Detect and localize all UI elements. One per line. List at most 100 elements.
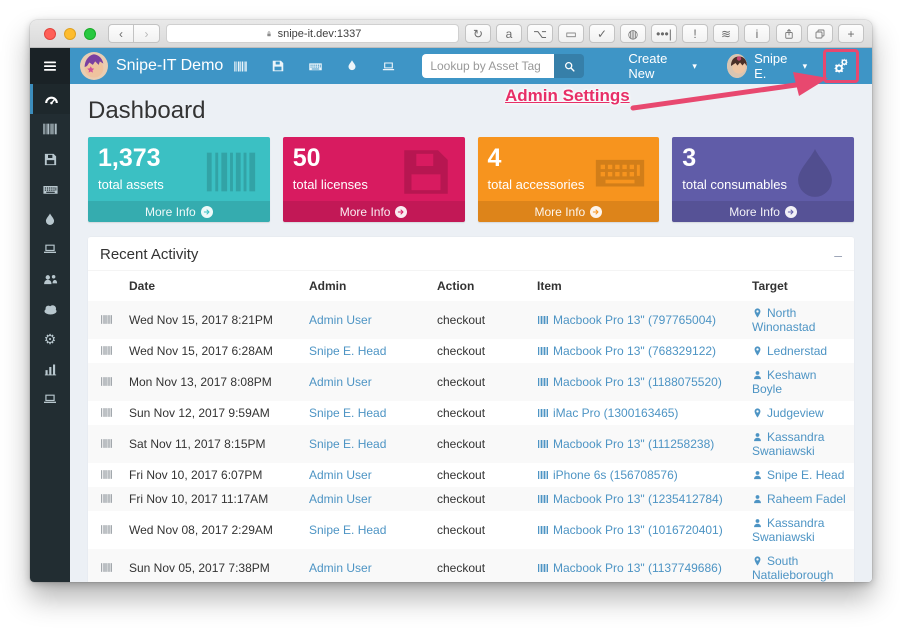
admin-link[interactable]: Snipe E. Head (309, 523, 387, 537)
barcode-icon (100, 561, 113, 574)
keyboard-icon[interactable] (308, 59, 323, 74)
target-link[interactable]: Judgeview (767, 406, 824, 420)
admin-link[interactable]: Admin User (309, 375, 372, 389)
laptop-icon[interactable] (381, 59, 396, 74)
barcode-icon[interactable] (233, 59, 248, 74)
barcode-icon (537, 314, 549, 326)
extension-alert-icon[interactable]: ! (682, 24, 708, 43)
sidebar-item-people[interactable] (30, 264, 70, 294)
floppy-icon[interactable] (271, 59, 285, 74)
search-button[interactable] (554, 54, 585, 78)
new-tab-button[interactable]: + (838, 24, 864, 43)
extension-check-icon[interactable]: ✓ (589, 24, 615, 43)
floppy-icon (44, 153, 56, 165)
sidebar-item-dashboard[interactable] (30, 84, 70, 114)
extension-a-icon[interactable]: a (496, 24, 522, 43)
close-window-button[interactable] (44, 27, 56, 40)
brand[interactable]: Snipe-IT Demo (70, 52, 233, 80)
zoom-window-button[interactable] (84, 27, 96, 40)
user-menu[interactable]: Snipe E. ▾ (726, 51, 808, 81)
droplet-icon[interactable] (346, 59, 358, 74)
more-info-link[interactable]: More Info (672, 201, 854, 222)
sidebar-item-requestable[interactable] (30, 384, 70, 414)
user-icon (752, 469, 763, 481)
extension-card-icon[interactable]: ▭ (558, 24, 584, 43)
table-row: Fri Nov 10, 2017 6:07PM Admin User check… (88, 463, 854, 487)
admin-link[interactable]: Admin User (309, 313, 372, 327)
location-marker-icon (752, 307, 763, 319)
extension-stack-icon[interactable]: ≋ (713, 24, 739, 43)
activity-action: checkout (437, 375, 486, 389)
admin-settings-button[interactable] (823, 49, 859, 83)
target-link[interactable]: Snipe E. Head (767, 468, 845, 482)
activity-action: checkout (437, 313, 486, 327)
sidebar-item-assets[interactable] (30, 114, 70, 144)
activity-date: Mon Nov 13, 2017 8:08PM (129, 375, 272, 389)
admin-link[interactable]: Snipe E. Head (309, 437, 387, 451)
admin-link[interactable]: Snipe E. Head (309, 406, 387, 420)
sidebar-item-import[interactable] (30, 294, 70, 324)
create-new-label: Create New (628, 51, 668, 81)
item-link[interactable]: Macbook Pro 13" (1235412784) (553, 492, 723, 506)
brand-logo (80, 52, 108, 80)
sidebar-item-licenses[interactable] (30, 144, 70, 174)
admin-link[interactable]: Admin User (309, 468, 372, 482)
target-link[interactable]: Lednerstad (767, 344, 828, 358)
sidebar-toggle-button[interactable] (30, 48, 70, 84)
item-link[interactable]: Macbook Pro 13" (768329122) (553, 344, 717, 358)
activity-action: checkout (437, 561, 486, 575)
admin-link[interactable]: Snipe E. Head (309, 344, 387, 358)
user-avatar (726, 54, 748, 78)
minimize-window-button[interactable] (64, 27, 76, 40)
admin-link[interactable]: Admin User (309, 561, 372, 575)
item-link[interactable]: Macbook Pro 13" (1016720401) (553, 523, 723, 537)
extension-ghost-icon[interactable]: ◍ (620, 24, 646, 43)
activity-action: checkout (437, 523, 486, 537)
activity-action: checkout (437, 344, 486, 358)
item-link[interactable]: Macbook Pro 13" (1137749686) (553, 561, 722, 575)
extension-more-icon[interactable]: •••| (651, 24, 677, 43)
target-link[interactable]: Kassandra Swaniawski (752, 430, 825, 458)
extension-info-icon[interactable]: i (744, 24, 770, 43)
tabs-icon[interactable] (807, 24, 833, 43)
extension-t-icon[interactable]: ⌥ (527, 24, 553, 43)
target-link[interactable]: Kassandra Swaniawski (752, 516, 825, 544)
more-info-link[interactable]: More Info (88, 201, 270, 222)
item-link[interactable]: iMac Pro (1300163465) (553, 406, 679, 420)
share-icon[interactable] (776, 24, 802, 43)
barcode-icon (537, 407, 549, 419)
sidebar-item-settings[interactable]: ⚙ (30, 324, 70, 354)
reload-icon[interactable]: ↻ (465, 24, 491, 43)
target-link[interactable]: Keshawn Boyle (752, 368, 817, 396)
sidebar-item-consumables[interactable] (30, 204, 70, 234)
address-bar[interactable]: snipe-it.dev:1337 (166, 24, 459, 43)
chevron-down-icon: ▾ (802, 60, 808, 71)
collapse-panel-button[interactable]: – (834, 246, 842, 263)
item-link[interactable]: Macbook Pro 13" (1188075520) (553, 375, 722, 389)
more-info-link[interactable]: More Info (282, 201, 465, 222)
item-link[interactable]: Macbook Pro 13" (797765004) (553, 313, 717, 327)
item-link[interactable]: iPhone 6s (156708576) (553, 468, 678, 482)
search-input[interactable] (422, 54, 555, 78)
activity-action: checkout (437, 437, 486, 451)
target-link[interactable]: Raheem Fadel (767, 492, 846, 506)
stat-value: 4 (487, 144, 502, 172)
sidebar-item-reports[interactable] (30, 354, 70, 384)
column-header-item: Item (537, 279, 562, 293)
user-icon (752, 517, 763, 529)
location-marker-icon (752, 407, 763, 419)
barcode-icon (100, 437, 113, 450)
stat-value: 3 (682, 144, 697, 172)
sidebar-item-components[interactable] (30, 234, 70, 264)
item-link[interactable]: Macbook Pro 13" (111258238) (553, 437, 715, 451)
forward-button[interactable]: › (134, 24, 160, 43)
create-new-menu[interactable]: Create New ▾ (628, 51, 697, 81)
back-button[interactable]: ‹ (108, 24, 134, 43)
admin-link[interactable]: Admin User (309, 492, 372, 506)
stat-boxes: 1,373 total assets More Info 50 total li… (70, 137, 872, 222)
toolbar-extensions: ↻ a ⌥ ▭ ✓ ◍ •••| ! ≋ i (465, 24, 770, 43)
more-info-link[interactable]: More Info (477, 201, 660, 222)
target-link[interactable]: North Winonastad (752, 306, 816, 334)
sidebar-item-accessories[interactable] (30, 174, 70, 204)
target-link[interactable]: South Natalieborough (752, 554, 834, 582)
